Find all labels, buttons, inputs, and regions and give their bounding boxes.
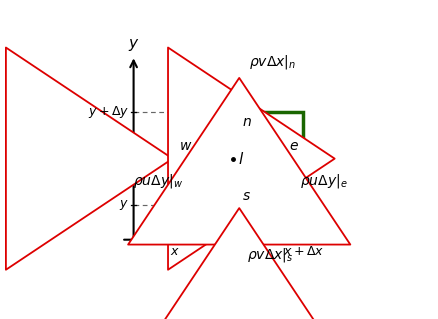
Text: $y+\Delta y$: $y+\Delta y$ — [88, 104, 129, 120]
Text: $y$: $y$ — [119, 198, 129, 212]
Text: $\rho v\Delta x|_n$: $\rho v\Delta x|_n$ — [249, 54, 296, 71]
Text: $x+\Delta x$: $x+\Delta x$ — [283, 245, 324, 258]
Text: $y$: $y$ — [128, 37, 139, 53]
Text: $s$: $s$ — [242, 189, 251, 203]
Text: $\rho v\Delta x|_s$: $\rho v\Delta x|_s$ — [247, 246, 293, 264]
Text: $e$: $e$ — [289, 139, 299, 153]
Text: $n$: $n$ — [242, 115, 252, 129]
Text: $w$: $w$ — [179, 139, 193, 153]
Text: $\rho u\Delta y|_w$: $\rho u\Delta y|_w$ — [133, 172, 183, 190]
Text: $\rho u\Delta y|_e$: $\rho u\Delta y|_e$ — [300, 172, 348, 190]
Text: $x$: $x$ — [332, 232, 344, 247]
Text: $\mathit{l}$: $\mathit{l}$ — [238, 151, 244, 167]
Text: $x$: $x$ — [170, 245, 180, 258]
